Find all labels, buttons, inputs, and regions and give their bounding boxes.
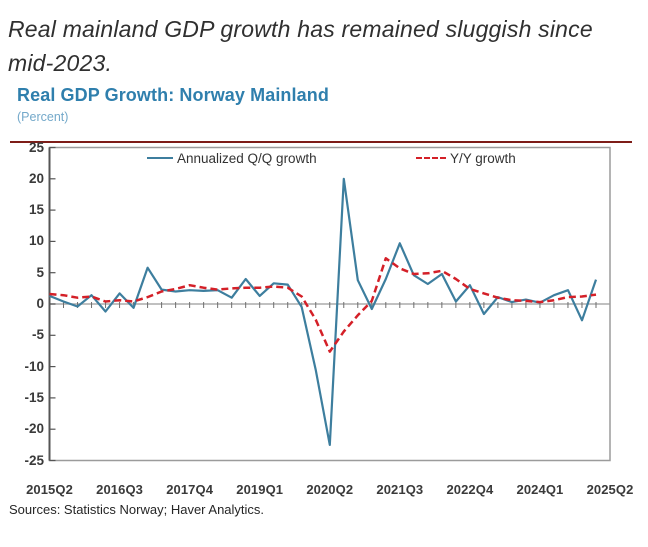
x-tick-label: 2017Q4 bbox=[166, 482, 214, 497]
y-tick-label: -20 bbox=[24, 421, 44, 437]
source-note: Sources: Statistics Norway; Haver Analyt… bbox=[9, 502, 265, 517]
x-tick-label: 2024Q1 bbox=[516, 482, 564, 497]
y-tick-label: -15 bbox=[24, 389, 44, 405]
x-tick-label: 2015Q2 bbox=[26, 482, 73, 497]
x-tick-label: 2020Q2 bbox=[306, 482, 354, 497]
y-tick-label: 20 bbox=[28, 170, 44, 186]
x-tick-label: 2022Q4 bbox=[446, 482, 494, 497]
y-tick-label: 15 bbox=[28, 202, 44, 218]
legend-entry-qq: Annualized Q/Q growth bbox=[147, 148, 317, 168]
chart-title: Real GDP Growth: Norway Mainland bbox=[17, 85, 329, 105]
legend-label-yy: Y/Y growth bbox=[450, 150, 516, 166]
yy-growth-line bbox=[49, 257, 597, 353]
figure-caption-line2: mid-2023. bbox=[8, 50, 113, 76]
y-tick-label: -25 bbox=[24, 452, 44, 468]
chart-unit-label: (Percent) bbox=[17, 110, 69, 124]
y-tick-label: 0 bbox=[36, 296, 44, 311]
qq-line-sample bbox=[147, 157, 173, 159]
y-tick-label: -5 bbox=[31, 327, 44, 343]
figure-caption: Real mainland GDP growth has remained sl… bbox=[8, 12, 640, 80]
chart-legend: Annualized Q/Q growth Y/Y growth bbox=[0, 148, 648, 168]
chart-top-rule bbox=[10, 141, 632, 143]
y-tick-label: 10 bbox=[28, 233, 44, 249]
x-tick-label: 2025Q2 bbox=[586, 482, 634, 497]
y-tick-label: -10 bbox=[24, 358, 44, 374]
figure-caption-line1: Real mainland GDP growth has remained sl… bbox=[8, 16, 593, 42]
yy-line-sample bbox=[416, 157, 446, 159]
y-tick-label: 25 bbox=[28, 139, 44, 155]
x-tick-label: 2019Q1 bbox=[236, 482, 284, 497]
x-tick-label: 2016Q3 bbox=[96, 482, 143, 497]
y-tick-label: 5 bbox=[36, 264, 44, 280]
x-tick-label: 2021Q3 bbox=[376, 482, 424, 497]
qq-growth-line bbox=[49, 177, 598, 446]
legend-entry-yy: Y/Y growth bbox=[416, 148, 516, 168]
legend-label-qq: Annualized Q/Q growth bbox=[177, 150, 317, 166]
